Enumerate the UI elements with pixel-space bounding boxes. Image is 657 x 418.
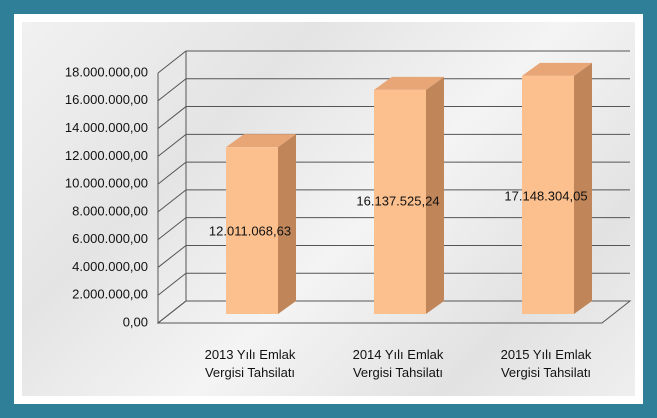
value-label: 17.148.304,05 (504, 188, 587, 203)
bar-top (522, 62, 592, 76)
bar (522, 75, 574, 315)
bar-top (374, 76, 444, 90)
y-tick-label: 12.000.000,00 (65, 148, 148, 163)
grid-line (157, 78, 630, 102)
grid-line (157, 217, 630, 241)
grid-line (157, 106, 630, 129)
grid-line (157, 244, 630, 268)
x-tick-label: 2014 Yılı Emlak Vergisi Tahsilatı (352, 347, 444, 380)
grid-line (157, 50, 630, 74)
grid-line (157, 133, 630, 157)
bar-side (278, 134, 296, 314)
value-label: 12.011.068,63 (209, 223, 291, 238)
y-tick-label: 14.000.000,00 (65, 120, 148, 135)
y-tick-label: 16.000.000,00 (65, 92, 148, 107)
bar (374, 89, 426, 314)
bar-side (574, 62, 592, 315)
bar-side (426, 76, 444, 314)
x-tick-label: 2015 Yılı Emlak Vergisi Tahsilatı (500, 347, 592, 380)
y-tick-label: 4.000.000,00 (72, 259, 148, 274)
y-tick-label: 6.000.000,00 (72, 231, 148, 246)
y-tick-label: 0,00 (123, 314, 148, 329)
y-tick-label: 8.000.000,00 (72, 203, 148, 218)
x-tick-label: 2013 Yılı Emlak Vergisi Tahsilatı (204, 347, 296, 380)
value-label: 16.137.525,24 (356, 193, 439, 208)
y-tick-label: 2.000.000,00 (72, 287, 148, 302)
y-tick-label: 18.000.000,00 (65, 64, 148, 79)
bar-top (226, 134, 296, 148)
bar (226, 147, 278, 314)
y-tick-label: 10.000.000,00 (65, 176, 148, 191)
grid-line (157, 272, 630, 296)
grid-line (157, 300, 630, 324)
grid-line (157, 189, 630, 213)
grid-line (157, 161, 630, 185)
